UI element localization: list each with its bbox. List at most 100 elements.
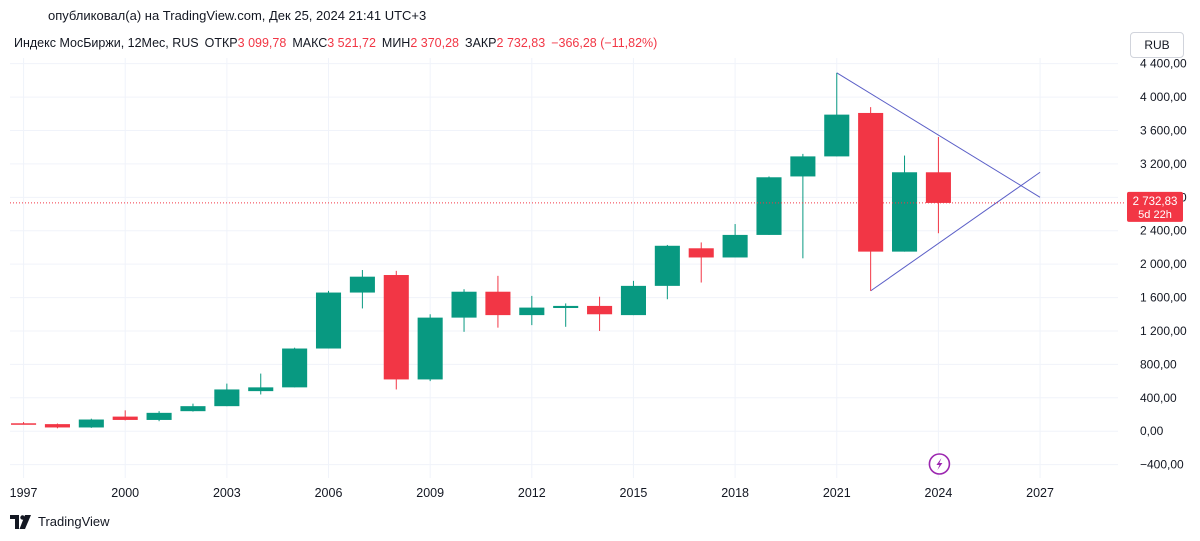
ohlc-legend: Индекс МосБиржи, 12Мес, RUS ОТКР3 099,78 М…: [14, 36, 663, 50]
footer-brand[interactable]: TradingView: [10, 514, 110, 529]
y-tick-label: 0,00: [1140, 424, 1164, 438]
trendlines: [836, 72, 1041, 292]
open-value: 3 099,78: [237, 36, 287, 50]
high-value: 3 521,72: [327, 36, 376, 50]
candle-body: [11, 423, 37, 425]
candle-2004: [248, 373, 274, 395]
candle-body: [790, 156, 816, 177]
y-tick-label: 4 000,00: [1140, 90, 1187, 104]
x-tick-label: 2018: [721, 486, 749, 500]
x-tick-label: 2003: [213, 486, 241, 500]
flash-icon[interactable]: [928, 453, 951, 475]
change-value: −366,28 (−11,82%): [551, 36, 658, 50]
candle-2015: [620, 280, 646, 316]
candle-2000: [112, 410, 138, 421]
x-tick-label: 2024: [925, 486, 953, 500]
candle-2017: [688, 242, 714, 283]
candle-body: [756, 177, 782, 235]
price-tag-box: [1127, 191, 1183, 222]
candle-2002: [180, 403, 206, 412]
candle-body: [78, 419, 104, 428]
y-tick-label: 400,00: [1140, 391, 1177, 405]
candle-body: [112, 416, 138, 420]
x-tick-label: 2012: [518, 486, 546, 500]
x-tick-label: 2021: [823, 486, 851, 500]
candle-2013: [553, 303, 579, 327]
price-tag-countdown: 5d 22h: [1138, 209, 1172, 221]
candle-2020: [790, 153, 816, 259]
candle-2024: [925, 137, 951, 234]
candle-2005: [282, 347, 308, 388]
trendline: [870, 171, 1041, 292]
candle-body: [383, 275, 409, 380]
close-label: ЗАКР: [465, 36, 497, 50]
candle-body: [485, 291, 511, 316]
candle-2023: [891, 155, 918, 252]
x-tick-label: 2015: [620, 486, 648, 500]
x-tick-label: 1997: [10, 486, 38, 500]
candle-2021: [824, 72, 850, 157]
candle-body: [891, 172, 918, 252]
y-tick-label-top: 4 400,00: [1140, 57, 1187, 71]
candle-body: [180, 406, 206, 412]
y-tick-label: 1 600,00: [1140, 291, 1187, 305]
price-axis: −400,00 0,00 400,00 800,00 1 200,00 1 600,00 2…: [1140, 57, 1187, 472]
brand-name: TradingView: [38, 514, 110, 529]
candle-body: [824, 114, 850, 157]
candle-body: [417, 317, 443, 380]
currency-button[interactable]: RUB: [1130, 32, 1184, 58]
candle-2022: [858, 107, 884, 291]
low-label: МИН: [381, 36, 411, 50]
y-tick-label: −400,00: [1140, 458, 1184, 472]
candle-2006: [315, 290, 342, 349]
y-tick-label: 3 200,00: [1140, 157, 1187, 171]
close-value: 2 732,83: [496, 36, 546, 50]
candle-body: [553, 305, 579, 309]
x-tick-label: 2027: [1026, 486, 1054, 500]
candle-2014: [587, 296, 613, 331]
candle-2018: [722, 224, 748, 258]
x-tick-label: 2006: [315, 486, 343, 500]
candle-2016: [654, 244, 680, 300]
time-axis: 1997 2000 2003 2006 2009 2012 2015 2018 2021 2024…: [10, 486, 1054, 500]
published-caption: опубликовал(а) на TradingView.com, Дек 2…: [48, 8, 427, 23]
tradingview-logo-icon: [10, 514, 31, 529]
candle-body: [654, 245, 680, 286]
y-tick-label: 2 000,00: [1140, 257, 1187, 271]
candle-2009: [417, 314, 443, 382]
lightning-icon: [936, 458, 943, 470]
candle-body: [315, 292, 342, 349]
price-tag-value: 2 732,83: [1133, 196, 1178, 208]
candle-1998: [44, 423, 70, 429]
candle-2011: [485, 275, 511, 328]
y-tick-label: 800,00: [1140, 357, 1177, 371]
candle-2007: [349, 270, 375, 309]
candle-body: [282, 348, 308, 388]
candle-2001: [146, 411, 172, 422]
grid-lines: [10, 58, 1118, 478]
candle-1997: [11, 422, 37, 425]
open-label: ОТКР: [204, 36, 238, 50]
y-tick-label: 3 600,00: [1140, 123, 1187, 137]
x-tick-label: 2000: [111, 486, 139, 500]
candle-2012: [519, 295, 545, 326]
candle-body: [722, 234, 748, 258]
symbol-label: Индекс МосБиржи, 12Мес, RUS: [14, 36, 199, 50]
candle-body: [587, 305, 613, 315]
candle-2019: [756, 176, 782, 235]
candle-body: [146, 412, 172, 420]
candle-body: [858, 112, 884, 252]
candle-body: [620, 285, 646, 316]
candle-2010: [451, 289, 477, 332]
candle-1999: [78, 418, 104, 428]
high-label: МАКС: [292, 36, 328, 50]
candle-body: [44, 424, 70, 428]
x-tick-label: 2009: [416, 486, 444, 500]
y-tick-label: 1 200,00: [1140, 324, 1187, 338]
candle-2008: [383, 270, 409, 390]
candle-body: [688, 248, 714, 258]
candle-2003: [214, 383, 240, 407]
candle-body: [925, 172, 951, 203]
